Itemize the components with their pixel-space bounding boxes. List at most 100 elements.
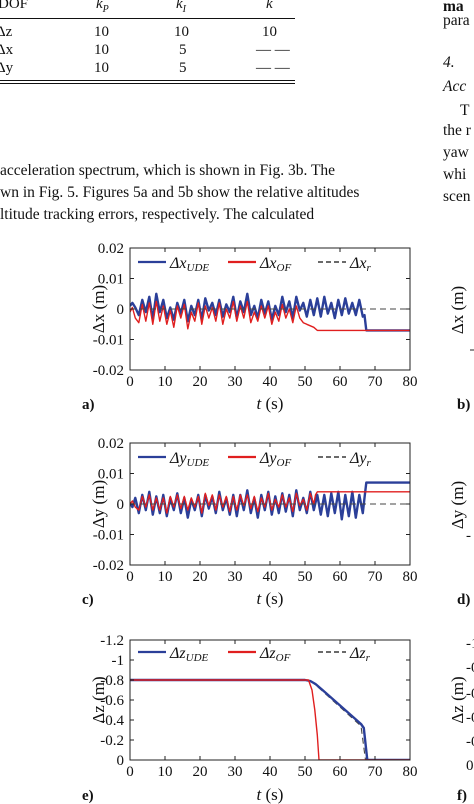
table-row: Δz bbox=[0, 24, 13, 40]
panel-label: e) bbox=[82, 788, 94, 804]
table-header-ki: kI bbox=[176, 0, 187, 15]
series-line-1 bbox=[130, 300, 410, 332]
chart-panel-f-cropped: Δz (m) f) -1 -0 -0 -0 -0 0 bbox=[448, 636, 474, 804]
table-header-kp: kP bbox=[96, 0, 109, 15]
table-rule-bottom bbox=[0, 80, 295, 81]
table-cell: 5 bbox=[179, 60, 187, 76]
y-tick-label: 0.01 bbox=[98, 272, 124, 288]
y-tick-label: 0.02 bbox=[98, 436, 124, 452]
y-tick-label: -1.2 bbox=[100, 633, 124, 649]
x-tick-label: 80 bbox=[403, 569, 418, 585]
panel-label: d) bbox=[457, 592, 470, 608]
y-tick-label: -0.01 bbox=[93, 528, 124, 544]
legend-entry: ΔxUDE bbox=[169, 255, 209, 274]
table-header-k: k bbox=[266, 0, 273, 12]
x-axis-label: t (s) bbox=[257, 785, 284, 804]
series-line-0 bbox=[130, 679, 410, 760]
y-tick-label: -0 bbox=[466, 660, 474, 676]
table-header-dof: DOF bbox=[0, 0, 29, 12]
x-axis-label: t (s) bbox=[257, 394, 284, 413]
legend-entry: Δzr bbox=[349, 645, 371, 664]
table-cell: 10 bbox=[262, 24, 277, 40]
legend: ΔzUDE ΔzOF Δzr bbox=[138, 645, 371, 664]
x-tick-label: 60 bbox=[333, 764, 348, 780]
y-tick-label: -0.4 bbox=[100, 713, 124, 729]
table-cell: — — bbox=[256, 42, 290, 58]
right-col-section-title: Acc bbox=[443, 78, 467, 95]
legend: ΔxUDE ΔxOF Δxr bbox=[138, 255, 372, 274]
body-text-line-1: acceleration spectrum, which is shown in… bbox=[0, 162, 336, 179]
x-tick-label: 80 bbox=[403, 374, 418, 390]
x-tick-label: 80 bbox=[403, 764, 418, 780]
x-tick-label: 10 bbox=[158, 569, 173, 585]
right-col-text-1: ma bbox=[443, 0, 464, 15]
y-tick-label: -1 bbox=[466, 636, 474, 652]
x-tick-label: 0 bbox=[126, 374, 134, 390]
x-tick-label: 20 bbox=[193, 374, 208, 390]
body-text-line-2: wn in Fig. 5. Figures 5a and 5b show the… bbox=[0, 184, 360, 201]
legend: ΔyUDE ΔyOF Δyr bbox=[138, 450, 372, 469]
legend-entry: ΔyOF bbox=[259, 450, 291, 469]
table-cell: 5 bbox=[179, 42, 187, 58]
table-cell: 10 bbox=[94, 42, 109, 58]
x-tick-label: 0 bbox=[126, 764, 134, 780]
x-axis-label: t (s) bbox=[257, 589, 284, 608]
y-axis-label: Δx (m) bbox=[448, 286, 467, 334]
y-tick-label: 0 bbox=[466, 758, 474, 774]
x-tick-label: 50 bbox=[298, 764, 313, 780]
y-axis-label: Δy (m) bbox=[89, 480, 108, 528]
x-tick-label: 70 bbox=[368, 764, 383, 780]
y-tick-label: -0.6 bbox=[100, 693, 124, 709]
y-tick-label: -0 bbox=[466, 686, 474, 702]
y-tick-label: 0.01 bbox=[98, 467, 124, 483]
table-cell: 10 bbox=[174, 24, 189, 40]
right-col-text-2: para bbox=[443, 12, 470, 29]
panel-label: b) bbox=[457, 397, 470, 413]
x-tick-label: 10 bbox=[158, 764, 173, 780]
chart-panel-b-cropped: Δx (m) b) bbox=[448, 286, 470, 413]
y-tick-label: -0.02 bbox=[93, 363, 124, 379]
legend-entry: ΔyUDE bbox=[169, 450, 209, 469]
y-tick-label: 0.02 bbox=[98, 241, 124, 257]
y-axis-label: Δx (m) bbox=[89, 285, 108, 333]
series-line-1 bbox=[130, 678, 410, 760]
legend-entry: ΔxOF bbox=[259, 255, 291, 274]
x-tick-label: 20 bbox=[193, 764, 208, 780]
y-tick-label: 0 bbox=[117, 302, 125, 318]
gain-table: DOF kP kI k Δz 10 10 10 Δx 10 5 — — Δy 1… bbox=[0, 0, 295, 96]
right-col-text-7: yaw bbox=[443, 144, 469, 161]
legend-entry: Δxr bbox=[349, 255, 372, 274]
y-tick-label: 0 bbox=[117, 497, 125, 513]
y-tick-label: 0 bbox=[117, 753, 125, 769]
right-col-text-9: scen bbox=[443, 188, 471, 205]
x-tick-label: 60 bbox=[333, 374, 348, 390]
right-col-text-5: T bbox=[460, 102, 470, 119]
y-axis-label: Δy (m) bbox=[448, 481, 467, 529]
y-axis-label: Δz (m) bbox=[89, 676, 108, 723]
x-tick-label: 40 bbox=[263, 374, 278, 390]
legend-entry: Δyr bbox=[349, 450, 372, 469]
panel-label: f) bbox=[457, 788, 467, 804]
table-cell: 10 bbox=[94, 24, 109, 40]
body-text-line-3: ltitude tracking errors, respectively. T… bbox=[0, 206, 315, 223]
legend-entry: ΔzOF bbox=[259, 645, 291, 664]
y-tick-label: -0.8 bbox=[100, 673, 124, 689]
x-tick-label: 40 bbox=[263, 569, 278, 585]
y-tick-label: -0 bbox=[466, 710, 474, 726]
y-axis-label: Δz (m) bbox=[448, 676, 467, 723]
x-tick-label: 50 bbox=[298, 569, 313, 585]
right-col-text-6: the r bbox=[443, 122, 471, 139]
chart-panel-e: 0 10 20 30 40 50 60 70 80-1.2-1-0.8-0.6-0.4-0.20… bbox=[82, 633, 418, 804]
series-line-1 bbox=[130, 491, 410, 514]
legend-entry: ΔzUDE bbox=[169, 645, 209, 664]
x-tick-label: 50 bbox=[298, 374, 313, 390]
chart-panel-d-cropped: Δy (m) d) - bbox=[448, 481, 471, 608]
y-tick-label: -0.01 bbox=[93, 333, 124, 349]
x-tick-label: 70 bbox=[368, 569, 383, 585]
y-tick-label: - bbox=[466, 528, 471, 544]
panel-label: c) bbox=[82, 592, 94, 608]
table-row: Δy bbox=[0, 60, 14, 76]
table-rule-mid bbox=[0, 18, 295, 19]
table-cell: — — bbox=[256, 60, 290, 76]
